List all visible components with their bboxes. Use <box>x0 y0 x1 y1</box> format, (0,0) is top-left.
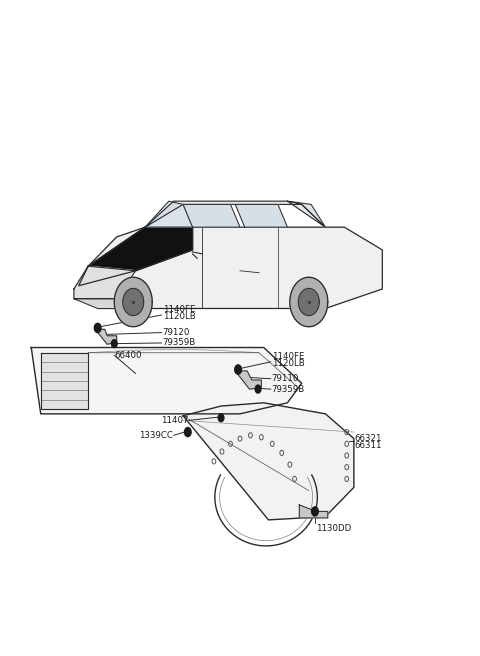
Polygon shape <box>74 227 383 308</box>
Text: 1120LB: 1120LB <box>272 359 304 368</box>
Polygon shape <box>96 329 117 344</box>
Text: 66311: 66311 <box>355 441 382 449</box>
Circle shape <box>256 385 261 392</box>
Polygon shape <box>114 277 152 327</box>
Polygon shape <box>123 289 144 316</box>
Text: 79359B: 79359B <box>163 338 196 348</box>
Text: 1140FE: 1140FE <box>272 352 304 361</box>
Text: 66400: 66400 <box>114 351 142 360</box>
Circle shape <box>184 428 191 437</box>
Polygon shape <box>235 371 261 389</box>
Circle shape <box>312 507 318 516</box>
Text: 66321: 66321 <box>355 434 382 443</box>
Polygon shape <box>145 201 192 227</box>
Polygon shape <box>145 201 325 227</box>
Circle shape <box>112 340 117 347</box>
Text: 1130DD: 1130DD <box>316 524 351 533</box>
Polygon shape <box>300 505 328 518</box>
Polygon shape <box>290 277 328 327</box>
Polygon shape <box>288 201 325 227</box>
Text: 11407: 11407 <box>161 416 189 425</box>
Text: 79359B: 79359B <box>272 384 305 394</box>
Text: 1339CC: 1339CC <box>139 431 173 440</box>
Polygon shape <box>74 266 136 298</box>
Polygon shape <box>299 289 319 316</box>
Circle shape <box>111 340 117 348</box>
Polygon shape <box>41 353 88 409</box>
Circle shape <box>218 414 224 422</box>
Polygon shape <box>31 348 301 414</box>
Circle shape <box>235 365 241 373</box>
Circle shape <box>95 323 101 333</box>
Circle shape <box>255 385 261 393</box>
Text: 79110: 79110 <box>272 374 299 383</box>
Circle shape <box>95 323 100 331</box>
Polygon shape <box>235 205 288 227</box>
Polygon shape <box>79 227 192 286</box>
Circle shape <box>235 365 241 374</box>
Polygon shape <box>183 205 240 227</box>
Polygon shape <box>74 298 136 308</box>
Text: 1140FE: 1140FE <box>163 305 195 314</box>
Text: 1120LB: 1120LB <box>163 312 195 321</box>
Text: 79120: 79120 <box>163 328 190 337</box>
Polygon shape <box>183 403 354 520</box>
